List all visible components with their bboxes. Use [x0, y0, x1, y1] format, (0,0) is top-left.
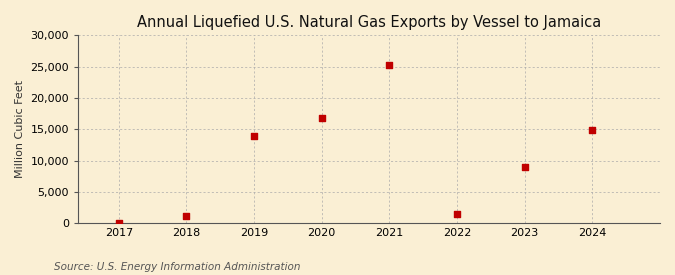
Title: Annual Liquefied U.S. Natural Gas Exports by Vessel to Jamaica: Annual Liquefied U.S. Natural Gas Export…	[137, 15, 601, 30]
Point	[181, 213, 192, 218]
Point	[519, 165, 530, 169]
Point	[113, 221, 124, 225]
Point	[384, 62, 395, 67]
Point	[587, 128, 598, 132]
Point	[317, 116, 327, 120]
Point	[452, 212, 462, 217]
Point	[248, 134, 259, 138]
Text: Source: U.S. Energy Information Administration: Source: U.S. Energy Information Administ…	[54, 262, 300, 272]
Y-axis label: Million Cubic Feet: Million Cubic Feet	[15, 80, 25, 178]
